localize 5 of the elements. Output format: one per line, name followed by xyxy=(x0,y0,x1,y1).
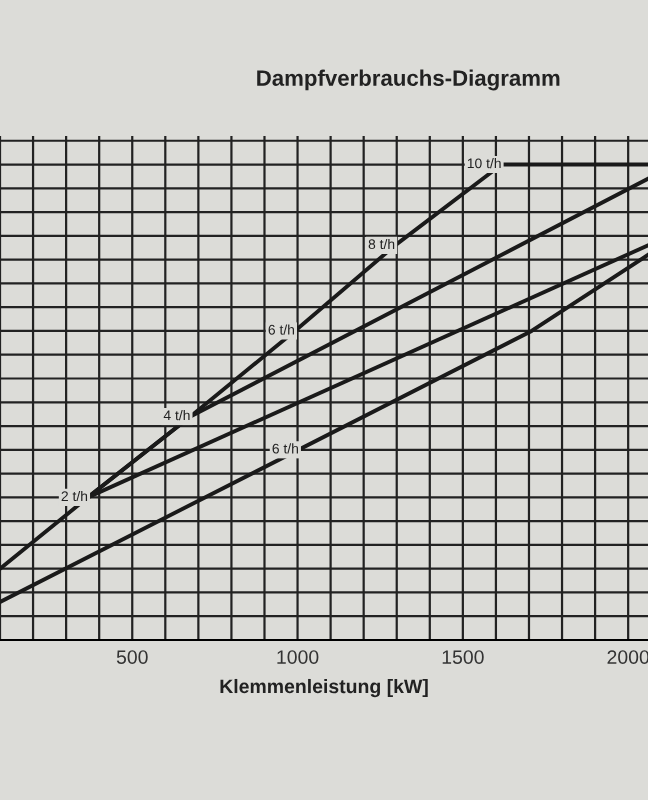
chart-title: Dampfverbrauchs-Diagramm xyxy=(257,69,560,91)
x-tick-label: 500 xyxy=(116,650,148,664)
x-tick-label: 1500 xyxy=(442,650,484,664)
x-axis-title: Klemmenleistung [kW] xyxy=(220,678,428,698)
x-tick-label: 1000 xyxy=(277,650,319,664)
